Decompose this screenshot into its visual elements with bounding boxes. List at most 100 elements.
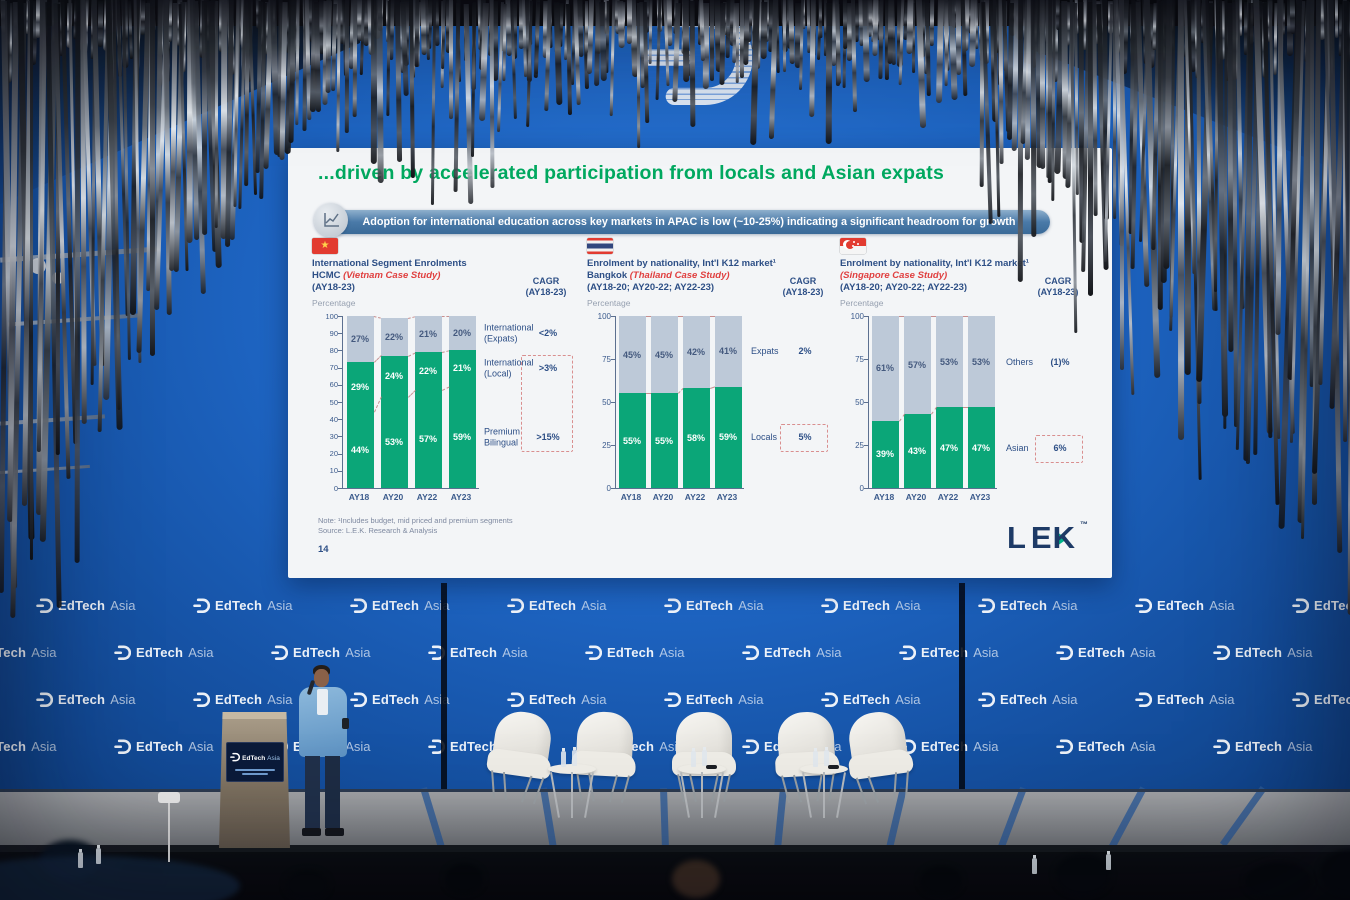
y-axis-tick-label: 40	[329, 414, 338, 424]
lek-green-accent	[1056, 532, 1067, 546]
key-message-banner: Adoption for international education acr…	[328, 210, 1050, 234]
y-axis-tick-mark	[611, 488, 615, 489]
speaker-shoe	[302, 828, 321, 836]
y-axis-tick-label: 75	[602, 354, 611, 364]
bar-value-label: 55%	[654, 435, 673, 446]
page-number: 14	[318, 544, 329, 555]
trend-connector	[645, 316, 651, 317]
chart-plot: 0 25 50 75 100 55% 45% 55% 45% 58% 42% 59% 41%	[598, 312, 744, 493]
flag-stars	[853, 241, 855, 243]
speaker	[296, 662, 354, 842]
bar-value-label: 20%	[452, 328, 471, 339]
side-table	[800, 747, 848, 822]
x-axis-category-label: AY20	[652, 492, 674, 502]
brand-bold: EdTech	[215, 692, 263, 707]
chart-period: (AY18-23)	[312, 282, 355, 293]
brand-bold: EdTech	[450, 645, 498, 660]
edtech-asia-d-icon	[978, 598, 995, 613]
brand-light: Asia	[816, 645, 842, 660]
brand-light: Asia	[973, 739, 999, 754]
backdrop-logo: EdTech Asia	[1056, 644, 1156, 661]
chair-leg	[520, 775, 533, 803]
bar-segment-asian	[967, 407, 995, 488]
footnote: Note: ¹Includes budget, mid priced and p…	[318, 516, 513, 525]
chair-leg	[491, 770, 496, 799]
y-axis-tick-mark	[338, 419, 342, 421]
brand-bold: EdTech	[529, 692, 577, 707]
x-axis-category-label: AY20	[382, 492, 404, 502]
bar-segment-expats	[618, 316, 646, 394]
brand-bold: EdTech	[58, 692, 106, 707]
bar-segment-international-expats-	[380, 317, 408, 356]
podium-screen: EdTech Asia	[226, 742, 284, 782]
chart-period: (AY18-20; AY20-22; AY22-23)	[587, 282, 715, 293]
bar-value-label: 55%	[622, 435, 641, 446]
brand-bold: EdTech	[921, 739, 969, 754]
edtech-asia-d-icon	[978, 692, 995, 707]
audience-bottle	[96, 845, 101, 864]
audience-silhouette	[672, 860, 720, 898]
bar-value-label: 59%	[452, 432, 471, 443]
thailand-flag-icon	[587, 238, 613, 254]
y-axis-tick-mark	[611, 445, 615, 446]
brand-bold: EdTech	[0, 645, 27, 660]
brand-light: Asia	[895, 598, 921, 613]
case-study-label: (Singapore Case Study)	[840, 270, 948, 281]
table-top	[548, 764, 596, 774]
bar-value-label: 27%	[350, 334, 369, 345]
edtech-asia-d-icon	[1213, 645, 1230, 660]
backdrop-logo: EdTech Asia	[193, 691, 293, 708]
charts-row: ★ International Segment Enrolments HCMC (V…	[288, 238, 1112, 528]
presentation-slide: ...driven by accelerated participation f…	[288, 148, 1112, 578]
presenter-clicker	[342, 718, 349, 729]
table-leg	[680, 772, 690, 818]
brand-bold: EdTech	[1078, 645, 1126, 660]
brand-light: Asia	[345, 739, 371, 754]
y-axis-tick-mark	[338, 367, 342, 369]
lek-logo-le: LE	[1006, 520, 1057, 555]
y-axis-tick-mark	[338, 316, 342, 317]
backdrop-logo: EdTech Asia	[0, 644, 57, 661]
water-bottle	[572, 747, 577, 766]
brand-bold: EdTech	[1314, 598, 1350, 613]
bar-segment-international-expats-	[448, 316, 476, 351]
edtech-asia-d-icon	[271, 645, 288, 660]
cagr-value: >3%	[538, 363, 558, 374]
audience-silhouette	[1055, 854, 1111, 896]
cagr-header: CAGR (AY18-23)	[1037, 276, 1079, 297]
trend-connector	[677, 316, 683, 317]
bar-segment-locals	[714, 386, 742, 488]
bar-segment-others	[935, 316, 963, 408]
edtech-asia-d-icon	[1292, 598, 1309, 613]
brand-bold: EdTech	[1314, 692, 1350, 707]
bar-segment-premium-bilingual	[448, 386, 476, 488]
singapore-flag-icon	[840, 238, 866, 254]
y-axis-tick-mark	[338, 384, 342, 386]
table-microphone	[706, 765, 717, 769]
bar-segment-international-expats-	[346, 316, 374, 363]
chair-leg	[781, 775, 791, 803]
cagr-value: 5%	[798, 432, 812, 443]
chart-period: (AY18-20; AY20-22; AY22-23)	[840, 282, 968, 293]
brand-bold: EdTech	[607, 645, 655, 660]
chart-plot: 0 25 50 75 100 39% 61% 43% 57% 47% 53% 47% 53%	[851, 312, 997, 493]
edtech-asia-d-icon	[1056, 739, 1073, 754]
backdrop-logo: EdTech Asia	[1056, 738, 1156, 755]
brand-bold: EdTech	[1000, 692, 1048, 707]
chair-leg	[502, 772, 507, 801]
y-axis-tick-label: 0	[606, 483, 611, 493]
backdrop-logo: EdTech Asia	[114, 738, 214, 755]
bar-value-label: 45%	[654, 349, 673, 360]
brand-light: Asia	[1209, 692, 1235, 707]
audience-bottle	[1106, 851, 1111, 870]
brand-light: Asia	[581, 692, 607, 707]
y-axis-tick-label: 25	[855, 440, 864, 450]
chart-title-line1: International Segment Enrolments	[312, 258, 467, 269]
lek-trademark: ™	[1080, 520, 1088, 529]
brand-light: Asia	[1287, 739, 1313, 754]
legend-label: Asian	[1006, 442, 1029, 453]
backdrop-logo: EdTech Asia	[1135, 691, 1235, 708]
brand-bold: EdTech	[242, 754, 266, 762]
cagr-value: (1)%	[1050, 356, 1070, 367]
